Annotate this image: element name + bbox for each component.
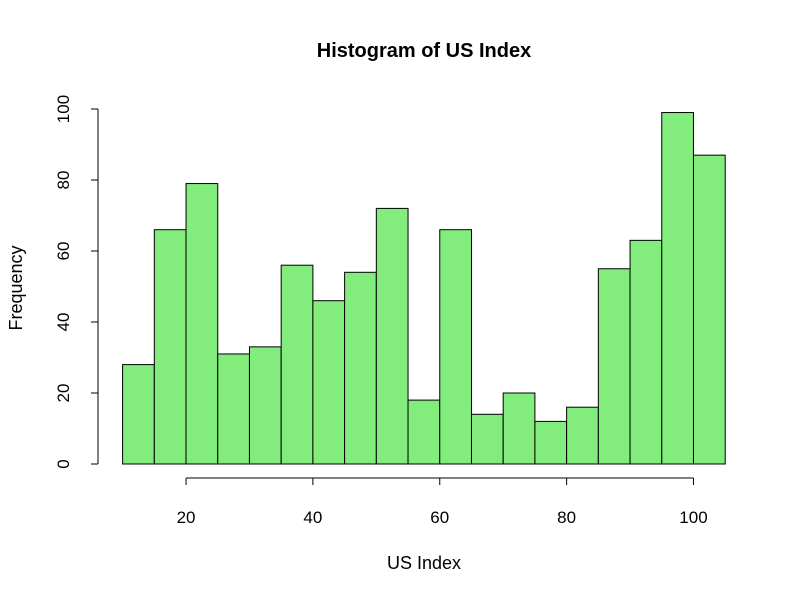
y-tick-label: 20 [54, 384, 73, 403]
x-tick-label: 100 [679, 508, 707, 527]
histogram-bar [534, 420, 568, 465]
x-tick-label: 60 [430, 508, 449, 527]
y-tick-label: 40 [54, 313, 73, 332]
histogram-bar [470, 413, 504, 465]
histogram-bar [344, 271, 377, 465]
histogram-bar [692, 154, 726, 465]
y-axis-label: Frequency [6, 245, 26, 330]
histogram-bar [153, 229, 187, 465]
x-tick-label: 40 [303, 508, 322, 527]
y-tick-label: 60 [54, 242, 73, 261]
histogram-bar [439, 229, 472, 465]
y-tick-label: 100 [54, 95, 73, 123]
x-tick-label: 80 [557, 508, 576, 527]
histogram-bar [407, 399, 441, 465]
histogram-bar [597, 268, 631, 465]
y-axis: 0 20 40 60 80 100 [54, 95, 99, 469]
bars-group [122, 112, 726, 465]
x-axis: 20 40 60 80 100 [177, 477, 708, 527]
histogram-bar [502, 392, 536, 465]
histogram-bar [248, 346, 282, 465]
histogram-bar [661, 112, 694, 465]
histogram-bar [566, 406, 599, 465]
x-axis-label: US Index [387, 553, 461, 573]
histogram-bar [217, 353, 250, 465]
chart-title: Histogram of US Index [317, 40, 531, 62]
y-tick-label: 80 [54, 171, 73, 190]
histogram-bar [185, 183, 219, 465]
x-tick-label: 20 [177, 508, 196, 527]
histogram-bar [375, 207, 409, 465]
histogram-bar [280, 264, 314, 465]
histogram-bar [312, 300, 346, 465]
histogram-bar [122, 364, 155, 465]
histogram-bar [629, 239, 663, 465]
y-tick-label: 0 [54, 459, 73, 468]
